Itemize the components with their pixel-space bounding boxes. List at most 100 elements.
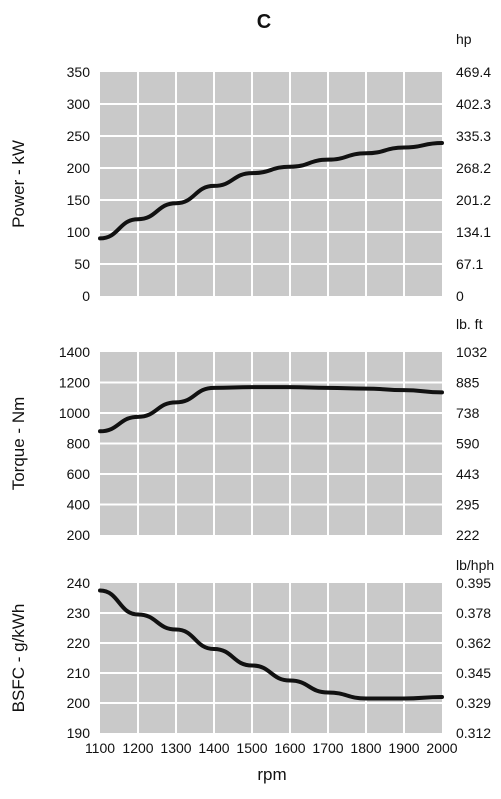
left-y-tick-label: 190 — [67, 725, 91, 741]
series-point-1-8 — [365, 152, 367, 154]
series-point-3-7 — [327, 692, 329, 694]
right-y-tick-label: 443 — [456, 466, 480, 482]
right-y-tick-label: 0.329 — [456, 695, 491, 711]
left-y-tick-label: 50 — [74, 256, 90, 272]
plot-area-3 — [100, 583, 442, 733]
left-y-tick-label: 0 — [82, 288, 90, 304]
series-point-3-5 — [251, 665, 253, 667]
chart-title: C — [257, 11, 271, 33]
right-y-tick-label: 335.3 — [456, 128, 491, 144]
left-y-tick-label: 300 — [67, 96, 91, 112]
right-y-tick-label: 67.1 — [456, 256, 483, 272]
series-point-2-8 — [365, 388, 367, 390]
right-y-tick-label: 201.2 — [456, 192, 491, 208]
series-point-3-3 — [175, 629, 177, 631]
left-y-tick-label: 1000 — [59, 405, 90, 421]
series-point-3-10 — [441, 696, 443, 698]
series-point-1-5 — [251, 172, 253, 174]
series-point-3-2 — [137, 614, 139, 616]
series-point-1-10 — [441, 142, 443, 144]
x-tick-label: 1800 — [350, 740, 381, 756]
right-y-tick-label: 738 — [456, 405, 480, 421]
series-point-2-3 — [175, 401, 177, 403]
right-y-tick-label: 134.1 — [456, 224, 491, 240]
x-axis-title: rpm — [257, 765, 286, 784]
left-y-tick-label: 150 — [67, 192, 91, 208]
right-y-tick-label: 885 — [456, 375, 480, 391]
series-point-1-4 — [213, 185, 215, 187]
left-y-tick-label: 800 — [67, 436, 91, 452]
left-y-axis-title: Torque - Nm — [9, 397, 28, 491]
chart-panel-3: 240 230 220 210 200 190 0.395 0.378 0.362 0.345 0.… — [9, 557, 494, 756]
right-y-tick-label: 402.3 — [456, 96, 491, 112]
left-y-tick-label: 350 — [67, 64, 91, 80]
right-y-tick-label: 469.4 — [456, 64, 491, 80]
left-y-axis-title: BSFC - g/kWh — [9, 604, 28, 713]
x-tick-label: 2000 — [426, 740, 457, 756]
plot-area-1 — [100, 72, 442, 296]
x-tick-label: 1100 — [85, 740, 115, 756]
series-point-2-7 — [327, 387, 329, 389]
left-y-tick-label: 220 — [67, 635, 91, 651]
right-y-tick-label: 268.2 — [456, 160, 491, 176]
right-y-tick-label: 0.395 — [456, 575, 491, 591]
chart-panel-2: 1400 1200 1000 800 600 400 200 1032 885 738 590 443… — [9, 316, 487, 543]
x-tick-label: 1500 — [236, 740, 267, 756]
right-axis-title: lb. ft — [456, 316, 483, 332]
right-axis-title: lb/hph — [456, 557, 494, 573]
series-line-2-1 — [98, 385, 444, 434]
x-tick-label: 1200 — [122, 740, 153, 756]
left-y-tick-label: 250 — [67, 128, 91, 144]
left-y-tick-label: 210 — [67, 665, 91, 681]
series-point-2-2 — [137, 416, 139, 418]
series-point-1-1 — [99, 238, 101, 240]
x-tick-label: 1600 — [274, 740, 305, 756]
right-y-tick-label: 0 — [456, 288, 464, 304]
series-point-3-6 — [289, 680, 291, 682]
left-y-tick-label: 100 — [67, 224, 91, 240]
series-point-1-6 — [289, 166, 291, 168]
right-y-tick-label: 0.378 — [456, 605, 491, 621]
left-y-tick-label: 230 — [67, 605, 91, 621]
x-tick-label: 1400 — [198, 740, 229, 756]
series-point-2-5 — [251, 386, 253, 388]
series-point-1-3 — [175, 202, 177, 204]
left-y-axis-title: Power - kW — [9, 140, 28, 228]
series-point-3-1 — [99, 590, 101, 592]
x-tick-label: 1900 — [388, 740, 419, 756]
x-tick-label: 1300 — [160, 740, 191, 756]
left-y-tick-label: 1400 — [59, 344, 90, 360]
left-y-tick-label: 1200 — [59, 375, 90, 391]
series-point-1-7 — [327, 159, 329, 161]
right-y-tick-label: 1032 — [456, 344, 487, 360]
series-point-2-9 — [403, 389, 405, 391]
right-y-tick-label: 590 — [456, 436, 480, 452]
left-y-tick-label: 200 — [67, 160, 91, 176]
left-y-tick-label: 200 — [67, 527, 91, 543]
series-point-1-9 — [403, 147, 405, 149]
x-tick-label: 1700 — [312, 740, 343, 756]
right-y-tick-label: 0.312 — [456, 725, 491, 741]
series-point-2-4 — [213, 387, 215, 389]
series-point-1-2 — [137, 218, 139, 220]
right-axis-title: hp — [456, 31, 472, 47]
right-y-tick-label: 295 — [456, 497, 480, 513]
left-y-tick-label: 600 — [67, 466, 91, 482]
left-y-tick-label: 400 — [67, 497, 91, 513]
series-point-3-9 — [403, 698, 405, 700]
series-point-2-10 — [441, 392, 443, 394]
left-y-tick-label: 200 — [67, 695, 91, 711]
series-point-3-8 — [365, 698, 367, 700]
series-point-3-4 — [213, 648, 215, 650]
right-y-tick-label: 0.345 — [456, 665, 491, 681]
right-y-tick-label: 0.362 — [456, 635, 491, 651]
left-y-tick-label: 240 — [67, 575, 91, 591]
right-y-tick-label: 222 — [456, 527, 480, 543]
chart-panel-1: 350 300 250 200 150 100 50 0 469.4 402.3 335.3 268.… — [9, 31, 491, 304]
series-line-3-1 — [98, 588, 444, 701]
series-line-1-1 — [98, 141, 444, 241]
series-point-2-6 — [289, 386, 291, 388]
series-point-2-1 — [99, 430, 101, 432]
